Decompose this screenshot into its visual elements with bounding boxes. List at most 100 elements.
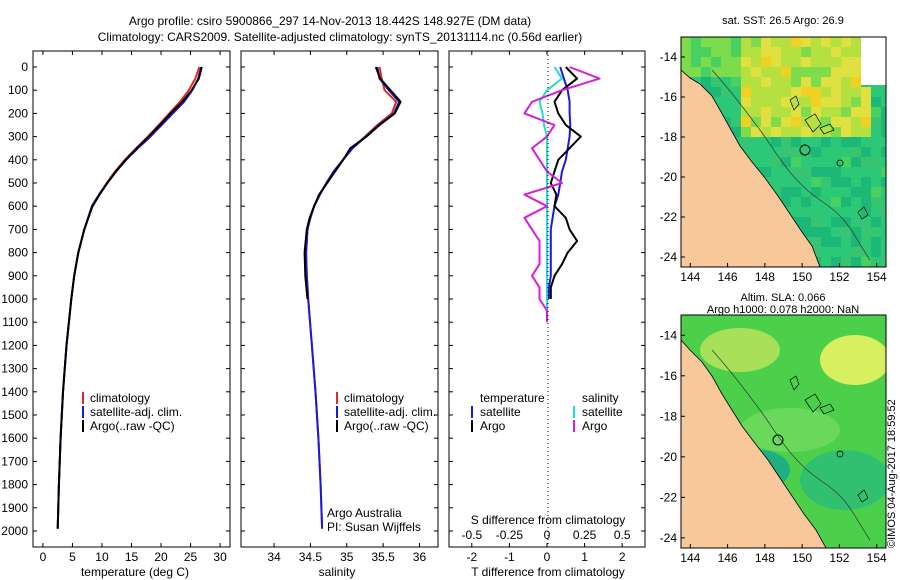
sst-cell <box>831 47 841 57</box>
sst-cell <box>871 237 881 247</box>
sst-cell <box>861 157 871 167</box>
sst-cell <box>871 187 881 197</box>
sst-cell <box>851 167 861 177</box>
sst-cell <box>861 207 871 217</box>
depth-tick-label: 1400 <box>1 385 28 399</box>
sst-cell <box>851 127 861 137</box>
sla-blob <box>800 450 886 510</box>
sla-map <box>681 315 886 548</box>
sst-cell <box>791 57 801 67</box>
sst-cell <box>841 67 851 77</box>
sst-cell <box>821 87 831 97</box>
sst-cell <box>841 87 851 97</box>
sst-point-marker <box>836 159 844 167</box>
sst-cells <box>681 37 886 267</box>
legend-label-climatology: climatology <box>90 391 150 405</box>
sst-cell <box>791 207 801 217</box>
depth-tick-label: 300 <box>8 130 28 144</box>
temperature-tick-label: 10 <box>95 550 109 564</box>
sst-cell <box>811 97 821 107</box>
sst-cell <box>781 127 791 137</box>
sst-cell <box>761 127 771 137</box>
sst-cell <box>831 67 841 77</box>
sst-map <box>681 37 886 267</box>
sst-cell <box>751 37 761 47</box>
sst-cell <box>831 147 841 157</box>
sst-cell <box>841 107 851 117</box>
sst-cell <box>861 117 871 127</box>
sst-cell <box>841 117 851 127</box>
sst-cell <box>791 37 801 47</box>
sst-cell <box>871 207 881 217</box>
map-lat-tick-label: -24 <box>660 250 678 264</box>
legend-label-argo: Argo(..raw -QC) <box>90 419 175 433</box>
sst-cell <box>681 67 691 77</box>
sst-land <box>681 69 821 267</box>
sst-cell <box>821 107 831 117</box>
s-difference-tick-label: 0.25 <box>573 528 597 542</box>
sst-cell <box>821 117 831 127</box>
sst-cell <box>781 167 791 177</box>
sst-cell <box>881 117 886 127</box>
sst-cell <box>801 77 811 87</box>
sst-cell <box>721 107 731 117</box>
sst-cell <box>821 147 831 157</box>
sst-cell <box>821 257 831 267</box>
temperature-series-line <box>56 66 203 529</box>
depth-tick-label: 400 <box>8 153 28 167</box>
sst-cell <box>821 167 831 177</box>
sst-cell <box>791 77 801 87</box>
sst-cell <box>821 97 831 107</box>
sst-cell <box>731 127 741 137</box>
sst-cell <box>741 37 751 47</box>
sst-cell <box>751 47 761 57</box>
sst-cell <box>731 67 741 77</box>
sst-cell <box>791 67 801 77</box>
sst-cell <box>841 147 851 157</box>
sst-map-title: sat. SST: 26.5 Argo: 26.9 <box>722 15 844 27</box>
sst-cell <box>761 57 771 67</box>
sst-cell <box>711 67 721 77</box>
sst-cell <box>751 147 761 157</box>
legend-label-t-satellite: satellite <box>480 405 521 419</box>
sst-cell <box>801 47 811 57</box>
temperature-axis-label: temperature (deg C) <box>81 565 189 579</box>
legend-label-satellite: satellite-adj. clim. <box>344 405 436 419</box>
sst-cell <box>791 47 801 57</box>
sst-cell <box>841 257 851 267</box>
sst-cell <box>861 257 871 267</box>
sst-cell <box>831 37 841 47</box>
sst-cell <box>731 77 741 87</box>
sst-cell <box>771 177 781 187</box>
sst-cell <box>871 167 881 177</box>
sst-cell <box>771 117 781 127</box>
map-lon-tick-label: 146 <box>718 270 738 284</box>
sst-cell <box>851 247 861 257</box>
salinity-axis-label: salinity <box>319 565 356 579</box>
s-difference-tick-label: -0.5 <box>461 528 482 542</box>
sst-cell <box>711 97 721 107</box>
salinity-legend: climatology satellite-adj. clim. Argo(..… <box>327 391 436 534</box>
map-lat-tick-label: -22 <box>660 490 678 504</box>
sst-cell <box>801 37 811 47</box>
sst-cell <box>831 167 841 177</box>
sst-cell <box>831 217 841 227</box>
sst-cell <box>811 187 821 197</box>
salinity-tick-label: 36 <box>413 550 427 564</box>
sst-cell <box>761 77 771 87</box>
sst-cell <box>841 47 851 57</box>
sst-cell <box>831 177 841 187</box>
sst-cell <box>811 147 821 157</box>
sst-cell <box>691 37 701 47</box>
sst-cell <box>781 37 791 47</box>
depth-tick-label: 1800 <box>1 478 28 492</box>
sst-cell <box>811 37 821 47</box>
s-difference-tick-label: 0 <box>544 528 551 542</box>
sst-cell <box>861 127 871 137</box>
sst-cell <box>691 47 701 57</box>
sst-cell <box>881 147 886 157</box>
sst-cell <box>731 57 741 67</box>
sst-cell <box>821 77 831 87</box>
sla-isobath <box>711 349 871 541</box>
sst-cell <box>831 257 841 267</box>
